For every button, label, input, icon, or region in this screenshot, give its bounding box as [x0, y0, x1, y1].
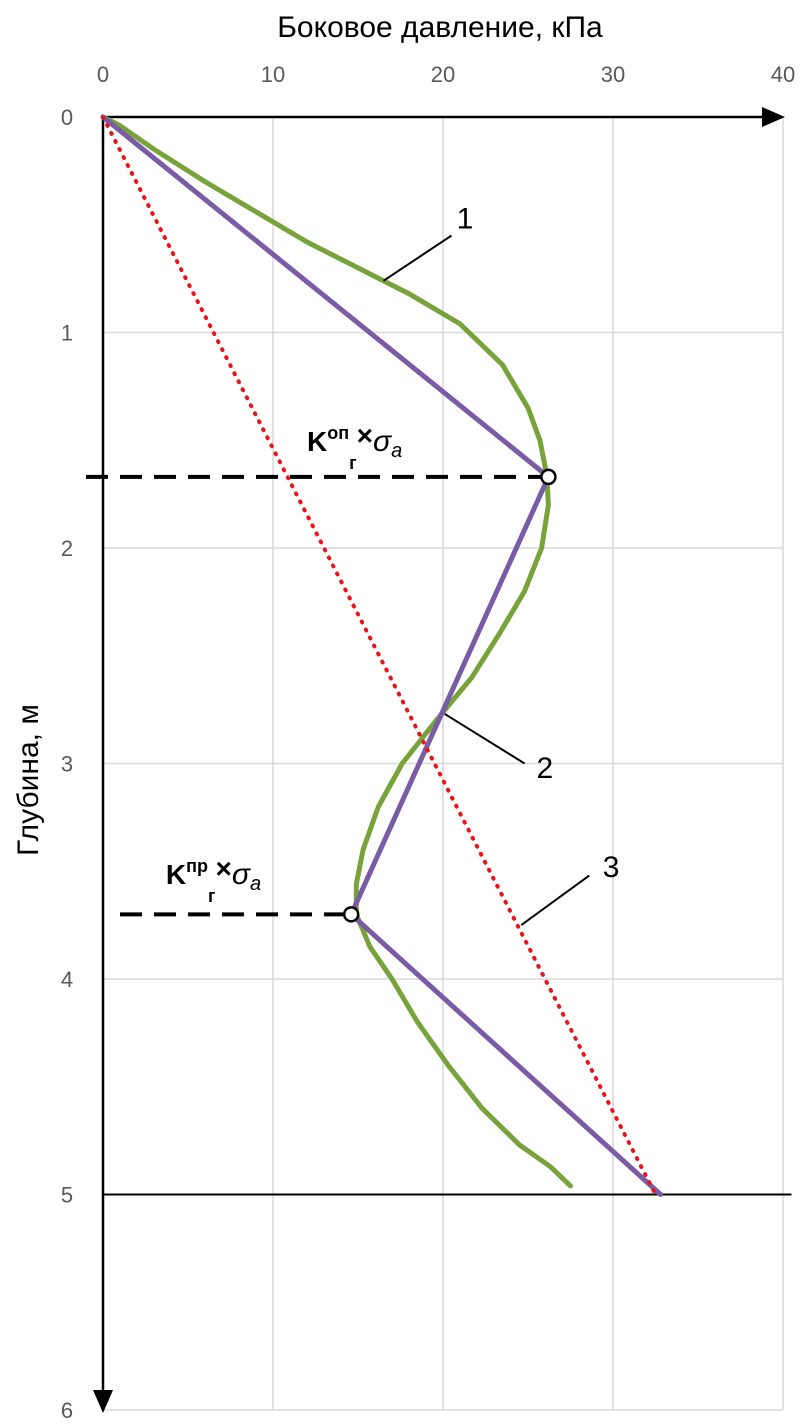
x-axis-arrow-icon — [762, 107, 785, 127]
k-label-part: σ — [232, 858, 252, 891]
k-label-part: г — [349, 453, 357, 473]
k-label-part: оп — [327, 423, 349, 443]
y-tick-label: 6 — [61, 1398, 73, 1423]
callout-label-3: 3 — [603, 851, 620, 884]
x-tick-label: 10 — [261, 62, 285, 87]
series-line-2 — [100, 114, 664, 1197]
series-line-3 — [101, 115, 658, 1197]
x-tick-label: 30 — [601, 62, 625, 87]
callout-label-1: 1 — [457, 202, 474, 235]
x-tick-label: 40 — [771, 62, 795, 87]
reference-lines — [86, 474, 792, 1196]
k-label-part: K — [166, 859, 186, 890]
k-label-part: σ — [373, 425, 393, 458]
labels: 0 10 20 30 40 0 1 2 3 4 5 6 Боковое давление, кПа Глу… — [12, 11, 795, 1423]
y-tick-label: 3 — [61, 752, 73, 777]
series-lines — [100, 114, 664, 1197]
k-coefficient-label: Kопг×σa — [307, 420, 402, 473]
callout-leader-1 — [382, 234, 453, 282]
data-point-marker — [342, 906, 360, 923]
y-tick-label: 4 — [61, 967, 73, 992]
k-label-part: × — [216, 853, 232, 884]
y-tick-label: 1 — [61, 321, 73, 346]
x-axis-title: Боковое давление, кПа — [277, 11, 603, 44]
y-tick-label: 5 — [61, 1183, 73, 1208]
callouts: 1 2 3 — [382, 202, 620, 926]
x-tick-label: 20 — [431, 62, 455, 87]
data-point-marker — [540, 468, 557, 486]
k-label-part: K — [307, 426, 327, 457]
x-tick-label: 0 — [97, 62, 109, 87]
y-tick-label: 0 — [61, 105, 73, 130]
callout-leader-3 — [520, 874, 590, 926]
k-label-part: × — [357, 420, 373, 451]
k-coefficient-label: Kпрг×σa — [166, 853, 261, 906]
y-axis-title: Глубина, м — [12, 704, 45, 856]
callout-leader-2 — [444, 713, 526, 765]
markers — [342, 468, 557, 923]
k-label-part: пр — [186, 856, 208, 876]
callout-label-2: 2 — [537, 752, 554, 785]
y-axis-arrow-icon — [93, 1390, 113, 1413]
k-label-part: г — [208, 886, 216, 906]
k-label-part: a — [391, 440, 402, 462]
axes — [93, 107, 785, 1413]
y-tick-label: 2 — [61, 536, 73, 561]
k-label-part: a — [250, 873, 261, 895]
series-line-1 — [100, 114, 573, 1189]
